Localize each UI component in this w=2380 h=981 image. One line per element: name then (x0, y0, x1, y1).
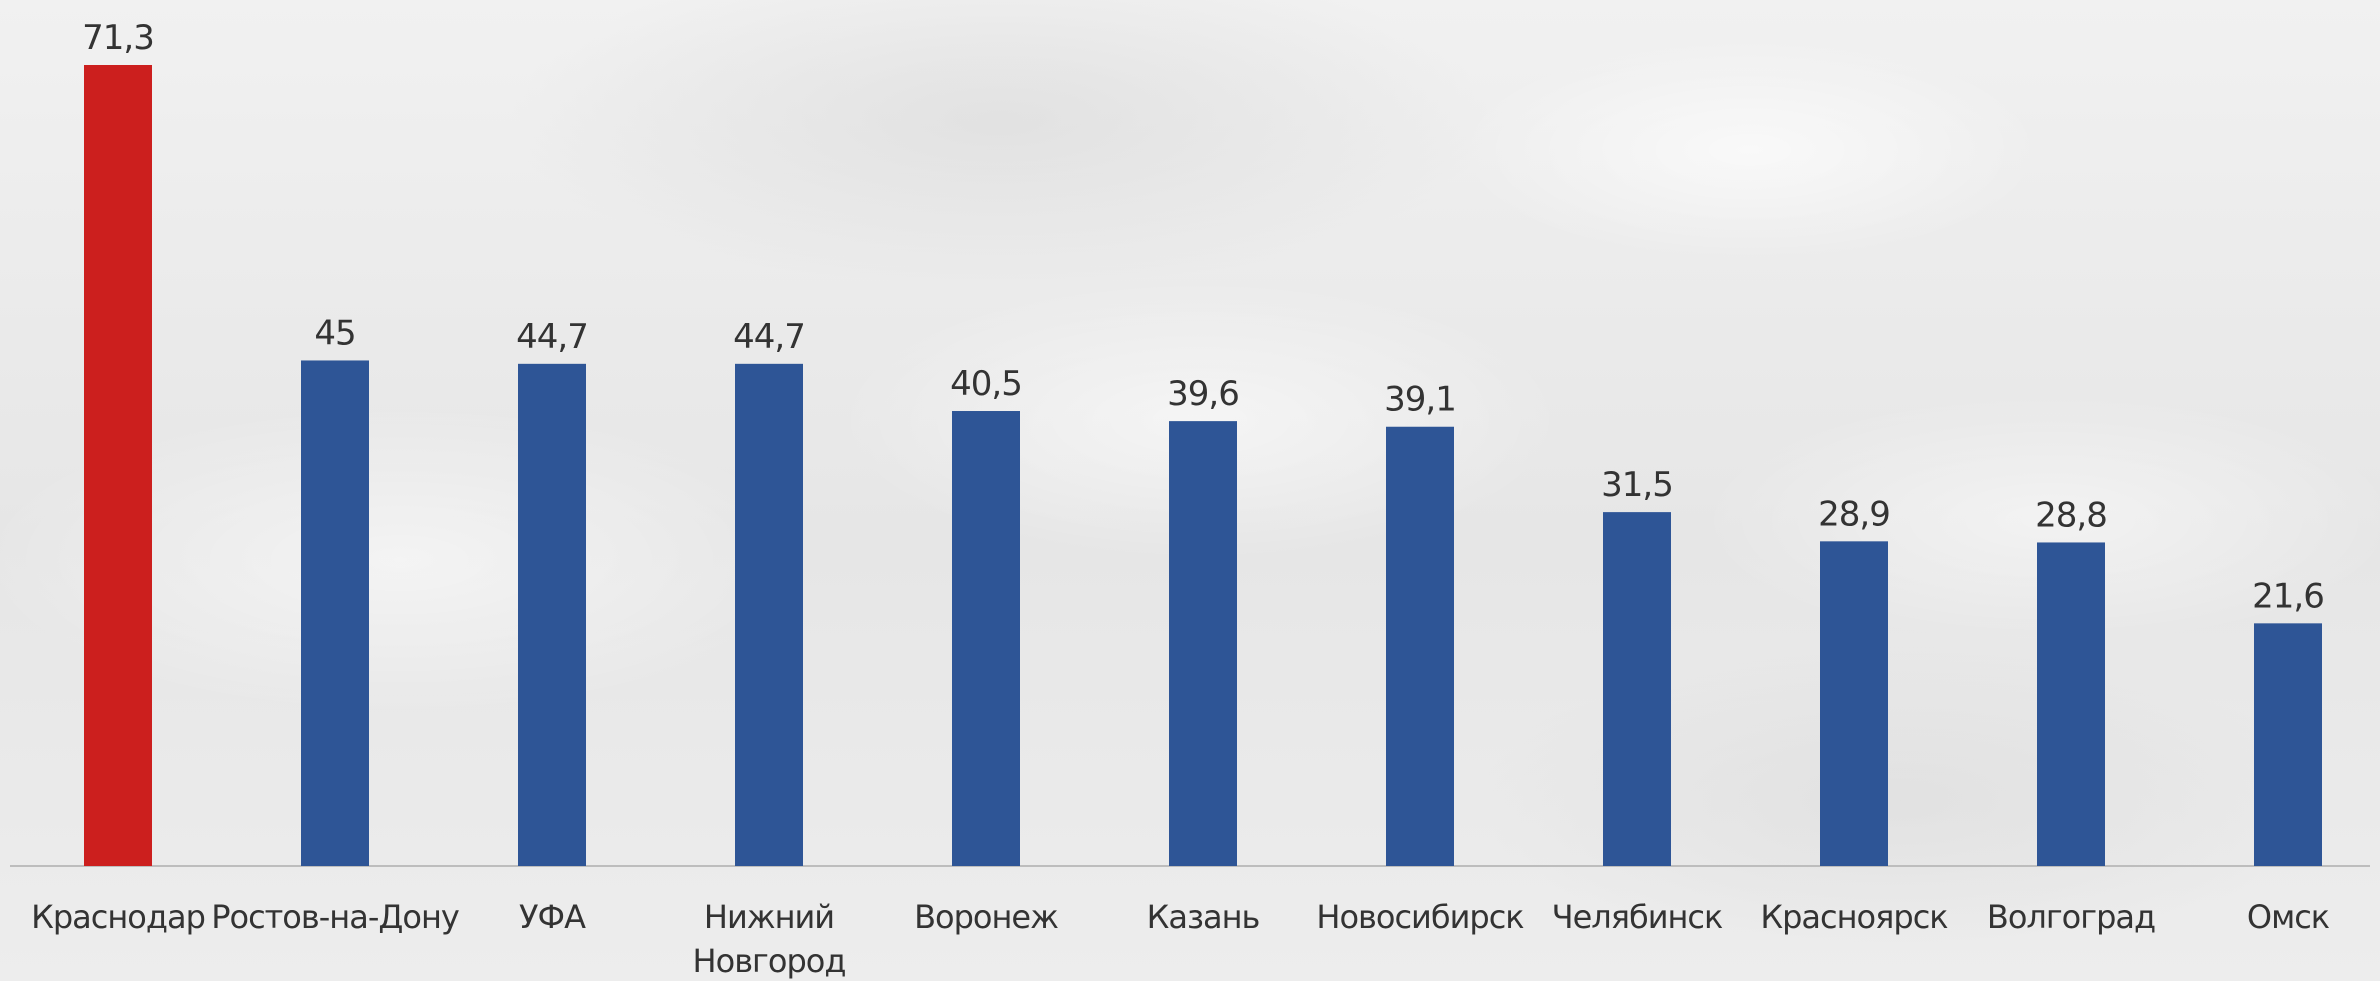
bar-0 (84, 65, 152, 866)
bar-1 (301, 360, 369, 866)
category-label-4: Воронеж (914, 898, 1058, 936)
bar-9 (2037, 542, 2105, 866)
value-label-5: 39,6 (1167, 374, 1239, 414)
value-label-2: 44,7 (516, 317, 588, 357)
value-label-9: 28,8 (2035, 495, 2107, 535)
bar-6 (1386, 426, 1454, 866)
value-label-3: 44,7 (733, 317, 805, 357)
value-label-6: 39,1 (1384, 380, 1456, 420)
bar-2 (518, 363, 586, 866)
category-label-9: Волгоград (1987, 898, 2155, 936)
category-label-3-line-0: Нижний (704, 898, 834, 936)
category-label-7: Челябинск (1552, 898, 1723, 936)
value-label-4: 40,5 (950, 364, 1022, 404)
value-label-0: 71,3 (82, 18, 154, 58)
bar-5 (1169, 421, 1237, 866)
bar-7 (1603, 512, 1671, 866)
bar-10 (2254, 623, 2322, 866)
category-label-0: Краснодар (31, 898, 205, 936)
category-label-1: Ростов-на-Дону (211, 898, 459, 936)
bar-4 (952, 411, 1020, 866)
category-label-10: Омск (2247, 898, 2330, 936)
category-label-6: Новосибирск (1316, 898, 1524, 936)
category-label-2: УФА (519, 898, 586, 936)
value-label-1: 45 (314, 313, 355, 353)
category-label-8: Красноярск (1760, 898, 1948, 936)
value-label-8: 28,9 (1818, 494, 1890, 534)
category-label-3-line-1: Новгород (693, 942, 846, 980)
bar-8 (1820, 541, 1888, 866)
value-label-7: 31,5 (1601, 465, 1673, 505)
bar-3 (735, 363, 803, 866)
value-label-10: 21,6 (2252, 576, 2324, 616)
category-label-5: Казань (1147, 898, 1260, 936)
